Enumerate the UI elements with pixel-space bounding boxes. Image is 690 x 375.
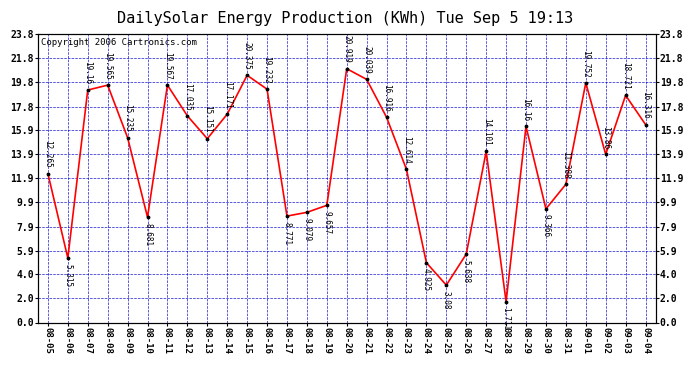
Text: 5.315: 5.315 xyxy=(63,264,72,287)
Text: 20.039: 20.039 xyxy=(362,46,371,74)
Text: 19.565: 19.565 xyxy=(104,52,112,80)
Text: 9.366: 9.366 xyxy=(542,214,551,237)
Text: 19.752: 19.752 xyxy=(581,50,590,77)
Text: 11.388: 11.388 xyxy=(562,151,571,179)
Text: 15.235: 15.235 xyxy=(123,104,132,132)
Text: 16.316: 16.316 xyxy=(641,91,650,119)
Text: 13.86: 13.86 xyxy=(601,126,610,149)
Text: 8.771: 8.771 xyxy=(282,222,291,245)
Text: 20.375: 20.375 xyxy=(243,42,252,70)
Text: 18.721: 18.721 xyxy=(621,62,630,90)
Text: 14.101: 14.101 xyxy=(482,118,491,146)
Text: 3.08: 3.08 xyxy=(442,291,451,309)
Text: 16.916: 16.916 xyxy=(382,84,391,112)
Text: 12.265: 12.265 xyxy=(43,140,52,168)
Text: 17.035: 17.035 xyxy=(183,82,192,110)
Text: 16.16: 16.16 xyxy=(522,98,531,121)
Text: Copyright 2006 Cartronics.com: Copyright 2006 Cartronics.com xyxy=(41,38,197,47)
Text: 17.171: 17.171 xyxy=(223,81,232,109)
Text: 8.681: 8.681 xyxy=(143,223,152,246)
Text: 19.232: 19.232 xyxy=(262,56,272,84)
Text: DailySolar Energy Production (KWh) Tue Sep 5 19:13: DailySolar Energy Production (KWh) Tue S… xyxy=(117,11,573,26)
Text: 19.16: 19.16 xyxy=(83,62,92,84)
Text: 9.657: 9.657 xyxy=(322,211,331,234)
Text: 5.638: 5.638 xyxy=(462,260,471,283)
Text: 20.919: 20.919 xyxy=(342,35,351,63)
Text: 1.711: 1.711 xyxy=(502,307,511,330)
Text: 9.079: 9.079 xyxy=(302,218,311,241)
Text: 15.151: 15.151 xyxy=(203,105,212,133)
Text: 19.567: 19.567 xyxy=(163,52,172,80)
Text: 12.614: 12.614 xyxy=(402,136,411,164)
Text: 4.925: 4.925 xyxy=(422,268,431,291)
